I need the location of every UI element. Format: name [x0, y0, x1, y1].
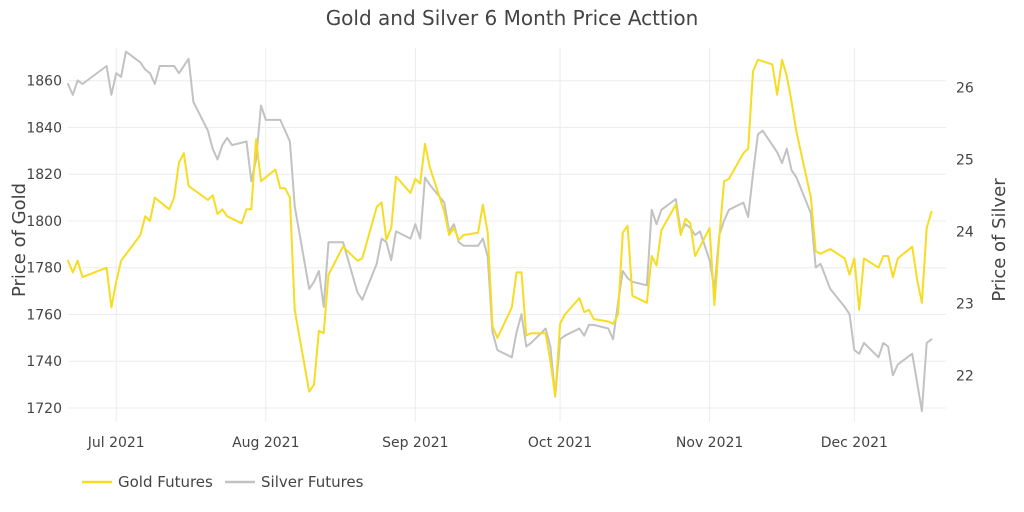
x-tick-label: Oct 2021 — [528, 435, 592, 451]
x-tick-label: Jul 2021 — [87, 435, 145, 451]
y-right-tick-label: 26 — [956, 81, 974, 97]
legend: Gold Futures Silver Futures — [82, 473, 364, 491]
chart-title: Gold and Silver 6 Month Price Acttion — [326, 6, 699, 30]
y-right-tick-label: 24 — [956, 224, 974, 240]
x-tick-label: Sep 2021 — [382, 435, 448, 451]
x-tick-label: Dec 2021 — [821, 435, 888, 451]
y-left-tick-label: 1740 — [26, 354, 62, 370]
legend-item-silver[interactable]: Silver Futures — [225, 473, 364, 491]
y-left-tick-label: 1760 — [26, 307, 62, 323]
axis-ticks: 1720 1740 1760 1780 1800 1820 1840 1860 22 23 24 25… — [26, 74, 974, 451]
x-tick-label: Aug 2021 — [232, 435, 299, 451]
x-tick-label: Nov 2021 — [676, 435, 743, 451]
y-left-tick-label: 1720 — [26, 401, 62, 417]
y-left-tick-label: 1840 — [26, 120, 62, 136]
y-right-tick-label: 22 — [956, 368, 974, 384]
y-axis-left-title: Price of Gold — [9, 183, 30, 297]
y-right-tick-label: 23 — [956, 296, 974, 312]
legend-label-silver: Silver Futures — [261, 473, 364, 491]
series-lines — [67, 50, 933, 413]
y-left-tick-label: 1780 — [26, 261, 62, 277]
series-line-gold-futures — [67, 58, 933, 398]
legend-label-gold: Gold Futures — [118, 473, 213, 491]
y-left-tick-label: 1800 — [26, 214, 62, 230]
y-left-tick-label: 1820 — [26, 167, 62, 183]
series-line-silver-futures — [67, 50, 933, 413]
y-axis-right-title: Price of Silver — [989, 178, 1010, 302]
y-left-tick-label: 1860 — [26, 74, 62, 90]
legend-item-gold[interactable]: Gold Futures — [82, 473, 213, 491]
y-right-tick-label: 25 — [956, 152, 974, 168]
